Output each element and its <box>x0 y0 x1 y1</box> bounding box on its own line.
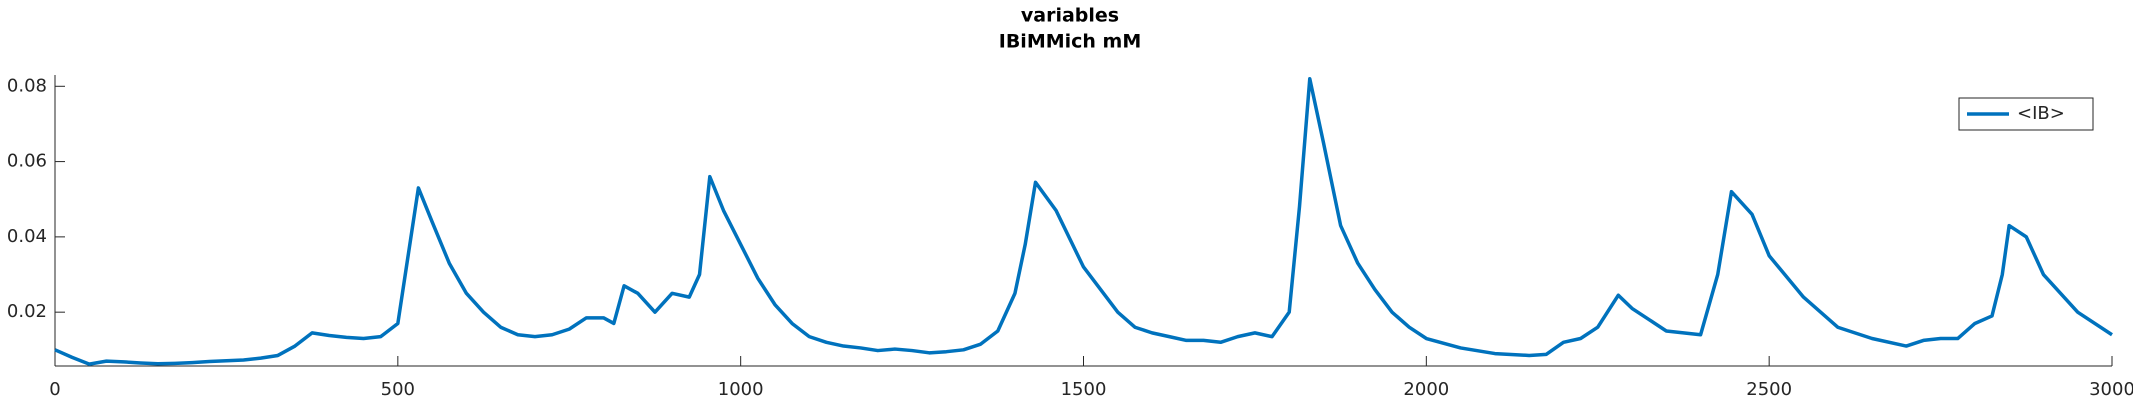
x-tick-label: 0 <box>49 379 60 400</box>
chart-title: variables <box>1021 5 1119 27</box>
x-tick-label: 3000 <box>2089 379 2133 400</box>
x-tick-label: 500 <box>381 379 415 400</box>
data-line <box>54 77 2113 366</box>
y-tick-label: 0.08 <box>7 75 47 96</box>
y-tick-label: 0.04 <box>7 226 47 247</box>
x-tick-label: 1000 <box>718 379 764 400</box>
x-tick-label: 1500 <box>1061 379 1107 400</box>
legend-label: <IB> <box>2017 103 2065 124</box>
y-tick-label: 0.02 <box>7 301 47 322</box>
x-tick-label: 2500 <box>1746 379 1792 400</box>
y-tick-label: 0.06 <box>7 151 47 172</box>
chart-subtitle: IBiMMich mM <box>999 31 1142 53</box>
x-tick-label: 2000 <box>1403 379 1449 400</box>
